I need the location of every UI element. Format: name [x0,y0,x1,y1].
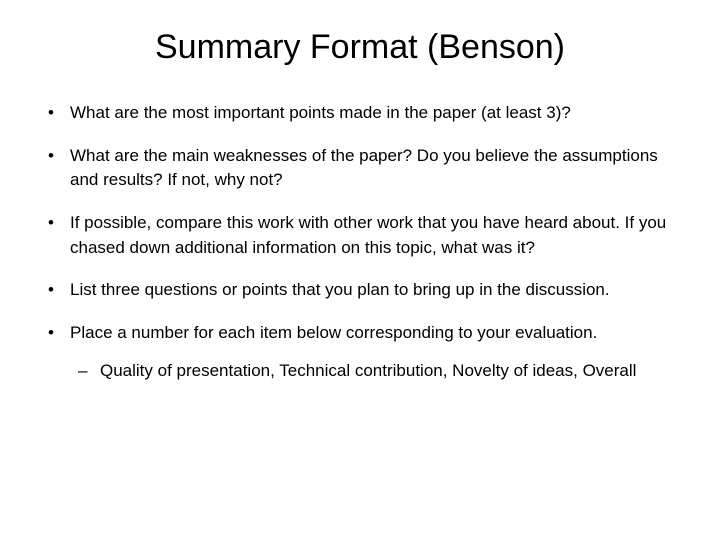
sub-list-item-text: Quality of presentation, Technical contr… [100,361,636,380]
list-item-text: If possible, compare this work with othe… [70,213,666,257]
bullet-list: What are the most important points made … [40,101,680,384]
list-item: If possible, compare this work with othe… [40,211,680,260]
list-item-text: What are the most important points made … [70,103,571,122]
sub-bullet-list: Quality of presentation, Technical contr… [70,359,680,384]
list-item: What are the most important points made … [40,101,680,126]
list-item: List three questions or points that you … [40,278,680,303]
list-item-text: Place a number for each item below corre… [70,323,597,342]
list-item-text: List three questions or points that you … [70,280,610,299]
list-item-text: What are the main weaknesses of the pape… [70,146,658,190]
list-item: Place a number for each item below corre… [40,321,680,384]
slide-title: Summary Format (Benson) [40,28,680,67]
sub-list-item: Quality of presentation, Technical contr… [70,359,680,384]
list-item: What are the main weaknesses of the pape… [40,144,680,193]
